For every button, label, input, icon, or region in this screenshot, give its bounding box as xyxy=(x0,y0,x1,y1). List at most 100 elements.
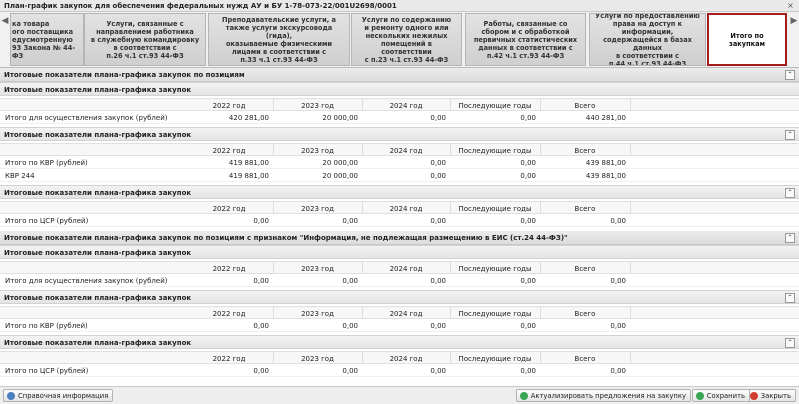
column-separator xyxy=(450,202,451,213)
scroll-right[interactable]: ▶ xyxy=(790,16,798,26)
tab[interactable]: Работы, связанные со сбором и с обработк… xyxy=(465,13,586,66)
column-header: 2022 год xyxy=(212,147,246,155)
amount-cell: 0,00 xyxy=(430,159,446,167)
column-separator xyxy=(362,202,363,213)
column-separator xyxy=(630,144,631,155)
data-row: Итого по КВР (рублей) 0,00 0,00 0,00 0,00 0,0… xyxy=(0,319,799,332)
column-header: Всего xyxy=(574,310,596,318)
save-button[interactable]: Сохранить xyxy=(691,389,750,402)
block-header: Итоговые показатели плана-графика закупо… xyxy=(0,82,799,96)
section-title: Итоговые показатели плана-графика закупо… xyxy=(4,234,568,242)
amount-cell: 0,00 xyxy=(520,114,536,122)
data-row: КВР 244 419 881,00 20 000,00 0,00 0,00 439 88… xyxy=(0,169,799,182)
close-icon[interactable]: × xyxy=(787,1,794,10)
column-header-row: 2022 год 2023 год 2024 год Последующие годы… xyxy=(0,201,799,214)
amount-cell: 0,00 xyxy=(342,277,358,285)
column-header: Последующие годы xyxy=(458,265,532,273)
button-label: Закрыть xyxy=(760,392,791,400)
close-button[interactable]: Закрыть xyxy=(745,389,796,402)
collapse-toggle[interactable]: ⌃ xyxy=(785,188,795,198)
amount-cell: 0,00 xyxy=(610,277,626,285)
window-title: План-график закупок для обеспечения феде… xyxy=(4,2,397,10)
tab[interactable]: ка товара ого поставщика едусмотренную 9… xyxy=(10,13,84,66)
footer-bar: Справочная информация Закрыть Сохранить Акт… xyxy=(0,386,799,404)
tab-label: Итого по закупкам xyxy=(729,31,765,48)
amount-cell: 0,00 xyxy=(342,322,358,330)
tab[interactable]: Услуги, связанные с направлением работни… xyxy=(84,13,206,66)
column-header: 2024 год xyxy=(389,205,423,213)
column-header-row: 2022 год 2023 год 2024 год Последующие годы… xyxy=(0,143,799,156)
column-header: Последующие годы xyxy=(458,205,532,213)
column-separator xyxy=(450,99,451,110)
content-area: Итоговые показатели плана-графика закупо… xyxy=(0,68,799,386)
amount-cell: 0,00 xyxy=(430,217,446,225)
tab-label: ка товара ого поставщика едусмотренную 9… xyxy=(12,19,76,60)
summary-block: Итоговые показатели плана-графика закупо… xyxy=(0,82,799,124)
button-icon xyxy=(7,392,15,400)
summary-block: Итоговые показатели плана-графика закупо… xyxy=(0,185,799,227)
amount-cell: 0,00 xyxy=(430,277,446,285)
tab[interactable]: Услуги по предоставлению права на доступ… xyxy=(589,13,706,66)
column-header: 2024 год xyxy=(389,265,423,273)
block-header: Итоговые показатели плана-графика закупо… xyxy=(0,335,799,349)
data-row: Итого по КВР (рублей) 419 881,00 20 000,00… xyxy=(0,156,799,169)
column-header: 2024 год xyxy=(389,147,423,155)
help-button[interactable]: Справочная информация xyxy=(3,389,114,402)
amount-cell: 0,00 xyxy=(253,367,269,375)
column-header: 2022 год xyxy=(212,265,246,273)
amount-cell: 0,00 xyxy=(520,322,536,330)
collapse-toggle[interactable]: ⌃ xyxy=(785,293,795,303)
column-header: 2022 год xyxy=(212,205,246,213)
button-label: Сохранить xyxy=(706,392,745,400)
amount-cell: 0,00 xyxy=(342,367,358,375)
tab-label: Услуги, связанные с направлением работни… xyxy=(90,19,200,60)
column-separator xyxy=(630,262,631,273)
tab[interactable]: Преподавательские услуги, а также услуги… xyxy=(208,13,350,66)
column-header: 2023 год xyxy=(301,265,334,273)
data-row: Итого по ЦСР (рублей) 0,00 0,00 0,00 0,00 0,0… xyxy=(0,364,799,377)
block-title: Итоговые показатели плана-графика закупо… xyxy=(4,131,192,139)
button-icon xyxy=(695,392,704,400)
block-title: Итоговые показатели плана-графика закупо… xyxy=(4,86,192,94)
amount-cell: 0,00 xyxy=(610,322,626,330)
column-header: 2024 год xyxy=(389,102,423,110)
tab[interactable]: Итого по закупкам xyxy=(707,13,787,66)
button-label: Актуализировать предложения на закупку xyxy=(530,392,686,400)
amount-cell: 0,00 xyxy=(520,172,536,180)
column-header: Всего xyxy=(574,265,596,273)
amount-cell: 20 000,00 xyxy=(322,114,358,122)
column-separator xyxy=(540,202,541,213)
title-bar: План-график закупок для обеспечения феде… xyxy=(0,0,799,12)
amount-cell: 0,00 xyxy=(610,217,626,225)
column-separator xyxy=(540,352,541,363)
collapse-toggle[interactable]: ⌃ xyxy=(785,70,795,80)
collapse-toggle[interactable]: ⌃ xyxy=(785,338,795,348)
data-row: Итого для осуществления закупок (рублей)… xyxy=(0,274,799,287)
amount-cell: 439 881,00 xyxy=(585,159,626,167)
column-header: Последующие годы xyxy=(458,310,532,318)
column-header: Всего xyxy=(574,355,596,363)
block-title: Итоговые показатели плана-графика закупо… xyxy=(4,189,192,197)
column-separator xyxy=(540,99,541,110)
column-header-row: 2022 год 2023 год 2024 год Последующие годы… xyxy=(0,351,799,364)
column-separator xyxy=(273,352,274,363)
column-header-row: 2022 год 2023 год 2024 год Последующие годы… xyxy=(0,261,799,274)
update-button[interactable]: Актуализировать предложения на закупку xyxy=(515,389,691,402)
column-header: Последующие годы xyxy=(458,102,532,110)
column-header: 2022 год xyxy=(212,355,246,363)
row-label: Итого по ЦСР (рублей) xyxy=(5,367,89,375)
column-separator xyxy=(362,144,363,155)
amount-cell: 420 281,00 xyxy=(228,114,269,122)
tab-label: Преподавательские услуги, а также услуги… xyxy=(222,15,336,64)
section-header: Итоговые показатели плана-графика закупо… xyxy=(0,231,799,245)
column-separator xyxy=(273,307,274,318)
button-label: Справочная информация xyxy=(18,392,109,400)
amount-cell: 0,00 xyxy=(253,217,269,225)
scroll-left[interactable]: ◀ xyxy=(1,16,9,26)
column-header: 2023 год xyxy=(301,355,334,363)
collapse-toggle[interactable]: ⌃ xyxy=(785,233,795,243)
collapse-toggle[interactable]: ⌃ xyxy=(785,130,795,140)
summary-block: Итоговые показатели плана-графика закупо… xyxy=(0,335,799,377)
tab[interactable]: Услуги по содержанию и ремонту одного ил… xyxy=(351,13,462,66)
column-separator xyxy=(450,144,451,155)
